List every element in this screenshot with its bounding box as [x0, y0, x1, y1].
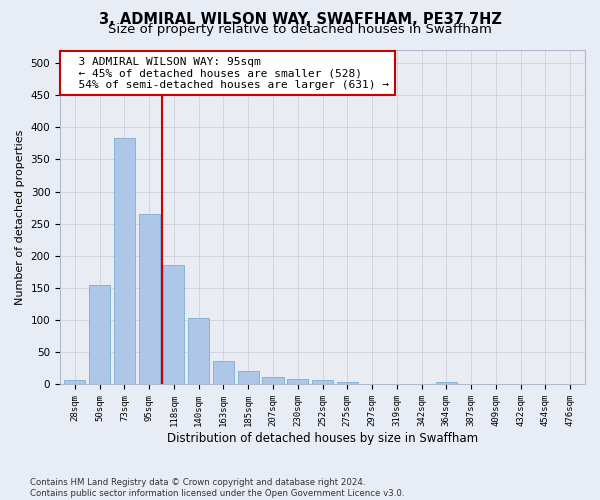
Bar — [114, 138, 135, 384]
Bar — [213, 362, 234, 384]
Bar — [436, 382, 457, 384]
Bar — [287, 378, 308, 384]
X-axis label: Distribution of detached houses by size in Swaffham: Distribution of detached houses by size … — [167, 432, 478, 445]
Bar — [337, 382, 358, 384]
Text: Size of property relative to detached houses in Swaffham: Size of property relative to detached ho… — [108, 22, 492, 36]
Bar — [312, 380, 333, 384]
Text: Contains HM Land Registry data © Crown copyright and database right 2024.
Contai: Contains HM Land Registry data © Crown c… — [30, 478, 404, 498]
Bar — [238, 371, 259, 384]
Text: 3 ADMIRAL WILSON WAY: 95sqm
  ← 45% of detached houses are smaller (528)
  54% o: 3 ADMIRAL WILSON WAY: 95sqm ← 45% of det… — [65, 56, 389, 90]
Bar — [262, 378, 284, 384]
Bar — [89, 285, 110, 384]
Bar — [188, 318, 209, 384]
Bar — [163, 266, 184, 384]
Text: 3, ADMIRAL WILSON WAY, SWAFFHAM, PE37 7HZ: 3, ADMIRAL WILSON WAY, SWAFFHAM, PE37 7H… — [98, 12, 502, 28]
Y-axis label: Number of detached properties: Number of detached properties — [15, 130, 25, 305]
Bar — [139, 214, 160, 384]
Bar — [64, 380, 85, 384]
